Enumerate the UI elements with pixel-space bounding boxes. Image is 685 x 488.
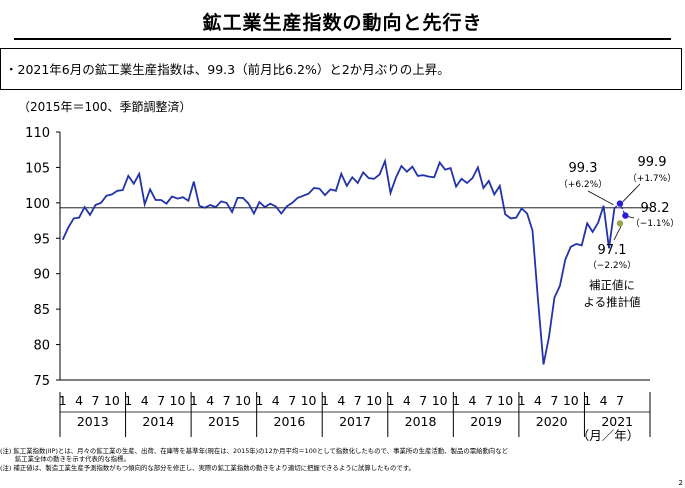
- forecast-aug-leader-line: [628, 216, 635, 219]
- x-year-label: 2018: [405, 414, 437, 429]
- x-month-tick-label: 7: [616, 393, 624, 408]
- x-month-tick-label: 7: [354, 393, 362, 408]
- x-month-tick-label: 10: [497, 393, 513, 408]
- x-month-tick-label: 4: [468, 393, 476, 408]
- x-month-tick-label: 1: [518, 393, 526, 408]
- estimate-point: [616, 220, 624, 227]
- index-series-line: [61, 157, 616, 365]
- x-month-tick-label: 10: [432, 393, 448, 408]
- forecast-jul-change-label: （+1.7%）: [628, 173, 676, 184]
- page-number: 2: [678, 479, 683, 487]
- x-month-tick-label: 10: [104, 393, 120, 408]
- x-month-tick-label: 7: [550, 393, 558, 408]
- x-year-label: 2016: [274, 414, 306, 429]
- x-month-tick-label: 7: [223, 393, 231, 408]
- estimate-value-label: 97.1: [598, 243, 627, 258]
- forecast-aug-change-label: （−1.1%）: [631, 218, 679, 229]
- x-month-tick-label: 7: [419, 393, 427, 408]
- latest-change-label: （+6.2%）: [559, 179, 607, 190]
- x-month-tick-label: 4: [403, 393, 411, 408]
- x-month-tick-label: 7: [92, 393, 100, 408]
- x-month-tick-label: 1: [583, 393, 591, 408]
- summary-text: ・2021年6月の鉱工業生産指数は、99.3（前月比6.2%）と2か月ぶりの上昇…: [5, 62, 450, 77]
- x-year-label: 2019: [470, 414, 502, 429]
- latest-leader-line: [587, 190, 614, 206]
- x-month-tick-label: 1: [452, 393, 460, 408]
- x-month-tick-label: 4: [272, 393, 280, 408]
- footnote-2: (注) 補正値は、製造工業生産予測指数がもつ傾向的な部分を修正し、実際の鉱工業指…: [0, 463, 415, 472]
- page-title: 鉱工業生産指数の動向と先行き: [202, 12, 483, 34]
- x-month-tick-label: 10: [235, 393, 251, 408]
- x-month-tick-label: 1: [190, 393, 198, 408]
- title-underline: [14, 38, 671, 40]
- x-month-tick-label: 10: [366, 393, 382, 408]
- x-month-tick-label: 7: [485, 393, 493, 408]
- x-month-tick-label: 10: [301, 393, 317, 408]
- x-year-label: 2021: [601, 414, 633, 429]
- x-year-label: 2017: [339, 414, 371, 429]
- x-year-label: 2014: [142, 414, 174, 429]
- x-month-tick-label: 4: [141, 393, 149, 408]
- x-month-tick-label: 10: [563, 393, 579, 408]
- x-month-tick-label: 7: [288, 393, 296, 408]
- forecast-point: [622, 212, 629, 219]
- x-month-tick-label: 4: [534, 393, 542, 408]
- estimate-leader-line: [613, 226, 622, 241]
- x-month-tick-label: 4: [600, 393, 608, 408]
- x-month-tick-label: 1: [59, 393, 67, 408]
- summary-box: ・2021年6月の鉱工業生産指数は、99.3（前月比6.2%）と2か月ぶりの上昇…: [0, 48, 682, 90]
- y-tick-label: 105: [25, 161, 50, 176]
- latest-value-label: 99.3: [569, 161, 598, 176]
- x-month-tick-label: 4: [75, 393, 83, 408]
- footnote-1-cont: 鉱工業全体の動きを示す代表的な指標。: [0, 455, 130, 464]
- x-year-label: 2015: [208, 414, 240, 429]
- y-axis-label: （2015年＝100、季節調整済）: [18, 99, 191, 114]
- y-tick-label: 110: [25, 126, 50, 141]
- x-month-tick-label: 7: [157, 393, 165, 408]
- estimate-change-label: （−2.2%）: [588, 260, 636, 271]
- forecast-point: [616, 200, 624, 207]
- x-month-tick-label: 1: [321, 393, 329, 408]
- x-year-label: 2020: [536, 414, 568, 429]
- y-tick-label: 95: [33, 232, 50, 247]
- x-axis-label: （月／年）: [577, 428, 640, 443]
- y-tick-label: 85: [33, 303, 50, 318]
- y-tick-label: 100: [25, 197, 50, 212]
- x-year-label: 2013: [77, 414, 109, 429]
- estimate-caption-line1: 補正値に: [589, 278, 635, 292]
- x-month-tick-label: 10: [170, 393, 186, 408]
- y-tick-label: 90: [33, 268, 50, 283]
- estimate-caption-line2: よる推計値: [583, 295, 641, 309]
- forecast-jul-value-label: 99.9: [638, 155, 667, 170]
- x-month-tick-label: 1: [387, 393, 395, 408]
- x-month-tick-label: 4: [206, 393, 214, 408]
- forecast-aug-value-label: 98.2: [641, 201, 670, 216]
- y-tick-label: 80: [33, 339, 50, 354]
- footnote-1: (注) 鉱工業指数(IIP)とは、月々の鉱工業の生産、出荷、在庫等を基準年(現在…: [0, 447, 509, 455]
- x-month-tick-label: 1: [255, 393, 263, 408]
- x-month-tick-label: 1: [124, 393, 132, 408]
- footnotes: (注) 鉱工業指数(IIP)とは、月々の鉱工業の生産、出荷、在庫等を基準年(現在…: [0, 447, 685, 472]
- x-month-tick-label: 4: [337, 393, 345, 408]
- y-tick-label: 75: [33, 374, 50, 389]
- forecast-jul-leader-line: [622, 183, 641, 202]
